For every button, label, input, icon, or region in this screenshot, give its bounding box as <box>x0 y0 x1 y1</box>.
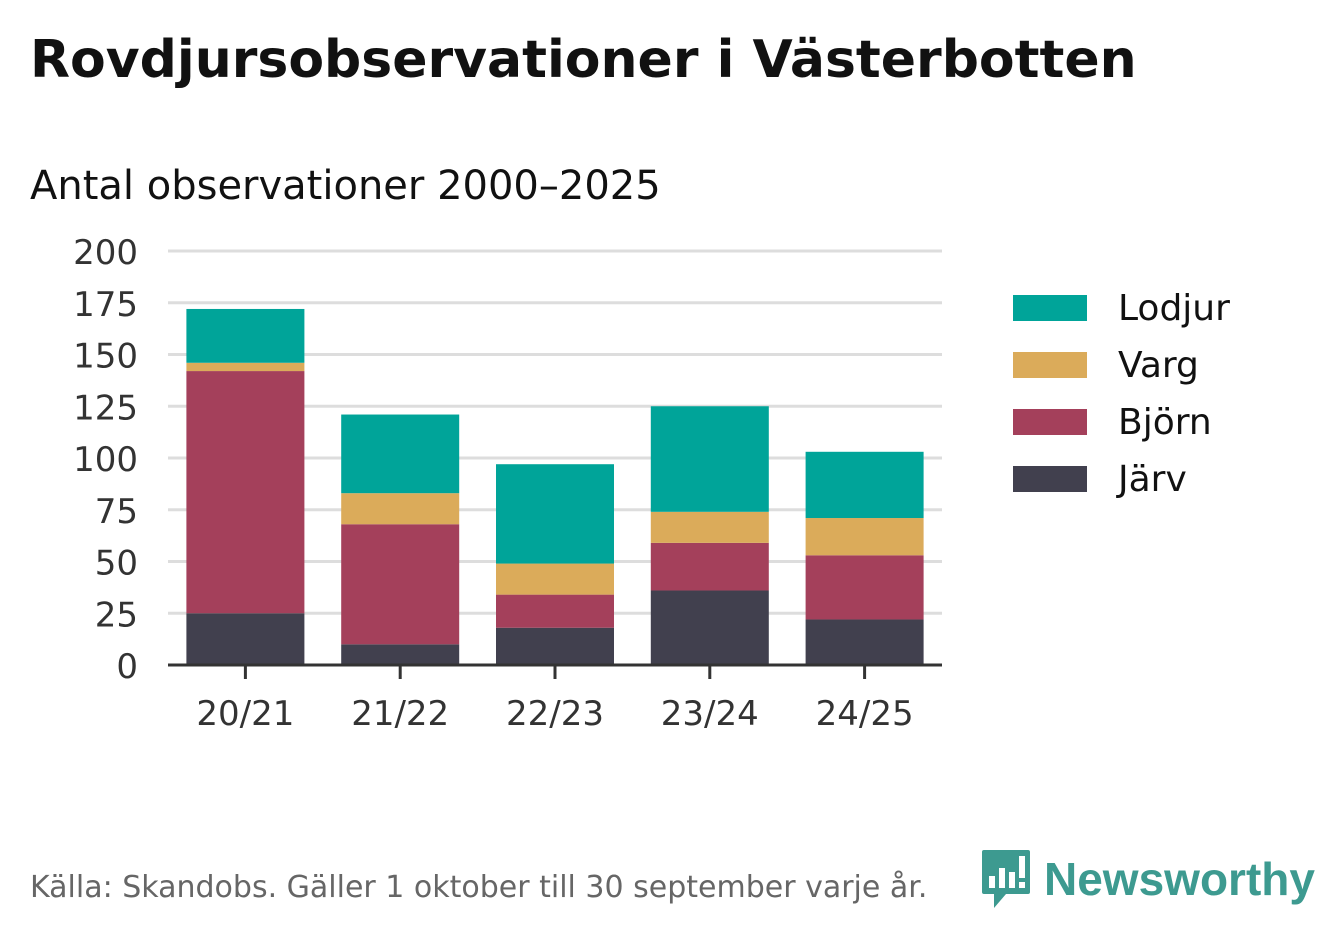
y-tick-label: 75 <box>95 492 138 532</box>
legend-label: Varg <box>1118 345 1199 386</box>
bar-segment-björn <box>650 542 769 591</box>
bar-segment-lodjur <box>805 451 924 519</box>
y-tick-label: 175 <box>73 285 138 325</box>
x-axis: 20/21 21/22 22/23 23/24 24/25 <box>168 663 942 734</box>
y-tick-label: 150 <box>73 337 138 377</box>
bar-segment-varg <box>496 563 614 595</box>
y-tick-label: 125 <box>73 388 138 428</box>
legend-swatch-lodjur <box>1013 295 1087 321</box>
legend-swatch-varg <box>1013 352 1087 378</box>
brand-name: Newsworthy <box>1044 853 1315 905</box>
bar-segment-järv <box>186 613 305 665</box>
bar-segment-järv <box>650 590 769 665</box>
bar-segment-järv <box>341 644 460 665</box>
chart-subtitle: Antal observationer 2000–2025 <box>30 163 661 209</box>
bar-segment-järv <box>496 627 614 665</box>
y-tick-label: 25 <box>95 595 138 635</box>
bar-segment-lodjur <box>341 414 460 494</box>
source-note: Källa: Skandobs. Gäller 1 oktober till 3… <box>30 870 928 905</box>
y-axis-ticks: 0 25 50 75 100 125 150 175 200 <box>73 233 138 687</box>
bar-segment-björn <box>805 555 924 620</box>
bars <box>186 308 924 665</box>
x-tick-label: 23/24 <box>661 694 759 734</box>
bar-segment-björn <box>341 524 460 645</box>
bar-segment-björn <box>496 594 614 628</box>
legend-swatch-björn <box>1013 409 1087 435</box>
bar-segment-järv <box>805 619 924 665</box>
x-tick-label: 24/25 <box>816 694 914 734</box>
y-tick-label: 50 <box>95 544 138 584</box>
legend-label: Lodjur <box>1118 288 1230 329</box>
x-tick-label: 20/21 <box>196 694 294 734</box>
bar-segment-varg <box>186 362 305 372</box>
bar-segment-björn <box>186 371 305 614</box>
y-tick-label: 200 <box>73 233 138 273</box>
bar-segment-lodjur <box>496 464 614 564</box>
x-tick-label: 21/22 <box>351 694 449 734</box>
legend-label: Järv <box>1116 459 1187 500</box>
legend-swatch-järv <box>1013 466 1087 492</box>
y-tick-label: 100 <box>73 440 138 480</box>
legend: Lodjur Varg Björn Järv <box>1013 288 1230 500</box>
stacked-bar-chart: 0 25 50 75 100 125 150 175 200 20/21 21/22 22/23 23… <box>73 233 1230 734</box>
chart-title: Rovdjursobservationer i Västerbotten <box>30 30 1137 90</box>
bar-segment-varg <box>650 511 769 543</box>
bar-segment-varg <box>805 518 924 556</box>
newsworthy-logo-icon <box>982 850 1030 908</box>
x-tick-label: 22/23 <box>506 694 604 734</box>
bar-segment-lodjur <box>186 308 305 363</box>
brand-logo: Newsworthy <box>980 848 1315 910</box>
y-tick-label: 0 <box>116 647 138 687</box>
legend-label: Björn <box>1118 402 1212 443</box>
bar-segment-varg <box>341 493 460 525</box>
bar-segment-lodjur <box>650 406 769 512</box>
